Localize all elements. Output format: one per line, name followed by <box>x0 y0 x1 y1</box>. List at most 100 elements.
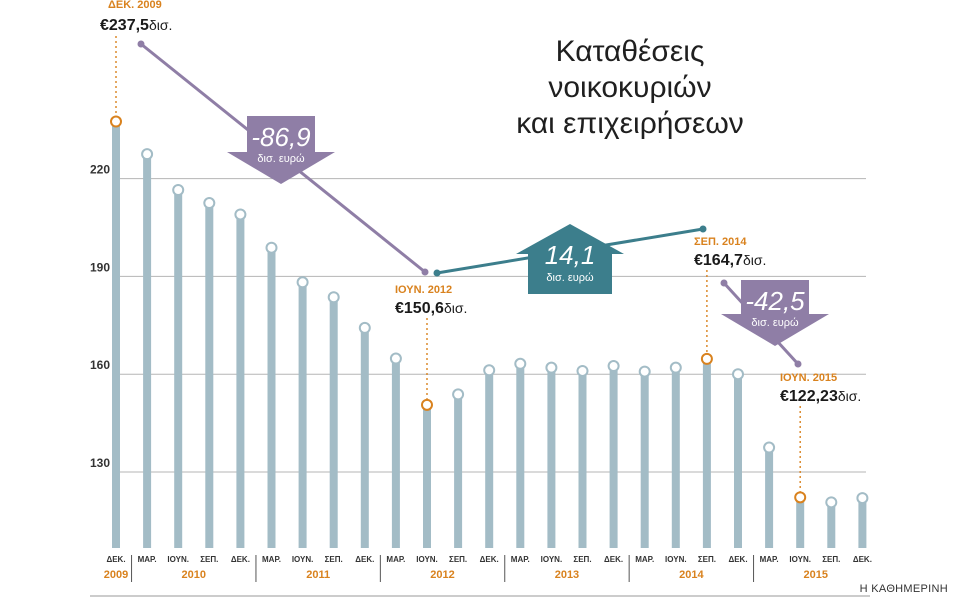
change-unit: δισ. ευρώ <box>257 153 305 165</box>
bar <box>702 358 711 548</box>
x-tick-label: ΙΟΥΝ. <box>416 555 438 564</box>
year-label: 2012 <box>430 569 454 581</box>
title-line-2: νοικοκυριών <box>548 71 712 104</box>
x-tick-label: ΣΕΠ. <box>200 555 218 564</box>
bar-marker <box>358 321 371 334</box>
bar <box>174 190 183 548</box>
connector-dot <box>794 360 802 368</box>
bar-marker <box>607 360 620 373</box>
year-label: 2010 <box>182 569 206 581</box>
x-tick-label: ΔΕΚ. <box>106 555 125 564</box>
year-label: 2015 <box>804 569 828 581</box>
bar-marker <box>265 241 278 254</box>
bar <box>329 297 338 548</box>
change-unit: δισ. ευρώ <box>751 317 799 329</box>
year-label: 2014 <box>679 569 704 581</box>
x-tick-label: ΔΕΚ. <box>728 555 747 564</box>
bar-marker <box>514 357 527 370</box>
x-tick-label: ΣΕΠ. <box>573 555 591 564</box>
connector-dot <box>433 269 441 277</box>
connector-dot <box>137 40 145 48</box>
annotation-value: €122,23δισ. <box>780 388 861 405</box>
bar-marker <box>296 276 309 289</box>
bar <box>143 154 152 548</box>
x-tick-label: ΣΕΠ. <box>449 555 467 564</box>
title-line-3: και επιχειρήσεων <box>516 107 744 140</box>
bar <box>391 358 400 548</box>
bar-marker <box>141 148 154 161</box>
year-label: 2013 <box>555 569 579 581</box>
bar-marker <box>856 492 869 505</box>
bar <box>734 374 742 548</box>
bar-marker <box>327 291 340 304</box>
x-tick-label: ΙΟΥΝ. <box>789 555 811 564</box>
annotation-date: ΣΕΠ. 2014 <box>694 236 747 248</box>
x-tick-label: ΜΑΡ. <box>760 555 779 564</box>
bar <box>205 203 214 549</box>
bar-marker <box>825 496 838 509</box>
x-tick-label: ΣΕΠ. <box>698 555 716 564</box>
annotation-value: €150,6δισ. <box>395 300 467 317</box>
change-arrow-down <box>227 116 335 184</box>
bar <box>671 367 680 548</box>
title-line-1: Καταθέσεις <box>555 35 705 68</box>
bar <box>547 367 556 548</box>
bar <box>827 502 836 548</box>
change-value: -42,5 <box>745 286 805 316</box>
x-tick-label: ΜΑΡ. <box>262 555 281 564</box>
change-value: -86,9 <box>251 122 310 152</box>
x-tick-label: ΜΑΡ. <box>138 555 157 564</box>
y-tick-label: 130 <box>90 456 110 470</box>
annotation-date: ΙΟΥΝ. 2012 <box>395 284 452 296</box>
bar-marker <box>669 361 682 374</box>
x-tick-label: ΜΑΡ. <box>386 555 405 564</box>
year-label: 2011 <box>306 569 330 581</box>
bar-marker <box>732 368 744 381</box>
x-tick-label: ΙΟΥΝ. <box>292 555 314 564</box>
bar <box>423 404 431 548</box>
x-tick-label: ΙΟΥΝ. <box>665 555 687 564</box>
bottom-rule <box>90 595 870 597</box>
bar <box>454 394 463 548</box>
bar-marker <box>638 365 651 378</box>
bar <box>796 497 805 548</box>
y-tick-label: 220 <box>90 163 110 177</box>
bar-marker <box>794 491 807 504</box>
change-arrow-down <box>721 280 829 346</box>
bar-marker <box>172 184 185 197</box>
bar-marker <box>110 115 122 128</box>
x-tick-label: ΜΑΡ. <box>635 555 654 564</box>
chart-title: Καταθέσεις νοικοκυριών και επιχειρήσεων <box>480 34 780 142</box>
bar <box>267 247 276 548</box>
bar <box>578 370 587 548</box>
bar <box>858 498 867 548</box>
bar-marker <box>545 361 558 374</box>
y-tick-label: 190 <box>90 260 110 274</box>
x-tick-label: ΣΕΠ. <box>822 555 840 564</box>
bar <box>640 371 649 548</box>
bar <box>765 447 774 548</box>
bar-marker <box>389 352 402 365</box>
bar <box>298 282 307 548</box>
bar <box>516 363 525 548</box>
annotation-date: ΙΟΥΝ. 2015 <box>780 372 837 384</box>
bar-marker <box>452 388 465 401</box>
bar <box>485 370 494 548</box>
annotation-value: €237,5δισ. <box>100 17 172 34</box>
connector-dot <box>699 225 707 233</box>
x-tick-label: ΔΕΚ. <box>853 555 872 564</box>
x-tick-label: ΙΟΥΝ. <box>541 555 563 564</box>
bar <box>236 214 245 548</box>
y-tick-label: 160 <box>90 358 110 372</box>
x-tick-label: ΣΕΠ. <box>325 555 343 564</box>
annotation-date: ΔΕΚ. 2009 <box>108 0 162 11</box>
source-credit: Η ΚΑΘΗΜΕΡΙΝΗ <box>859 583 948 595</box>
change-unit: δισ. ευρώ <box>546 272 594 284</box>
connector-dot <box>720 279 728 287</box>
x-tick-label: ΔΕΚ. <box>604 555 623 564</box>
x-tick-label: ΔΕΚ. <box>355 555 374 564</box>
connector-dot <box>421 268 429 276</box>
x-tick-label: ΙΟΥΝ. <box>167 555 189 564</box>
bar <box>360 327 369 548</box>
